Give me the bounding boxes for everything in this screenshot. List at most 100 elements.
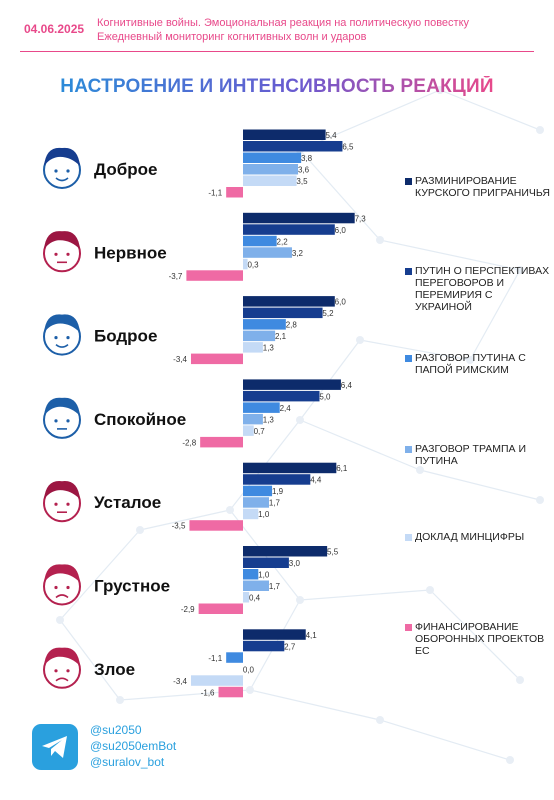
category-group: Нервное 7,3 6,0 2,23,2 0,3 -3,7 [43,212,367,281]
data-label: 6,4 [341,381,353,390]
data-label: 6,5 [342,143,354,152]
data-label: 2,4 [280,404,292,413]
data-label: 1,0 [258,510,270,519]
telegram-handles: @su2050 @su2050emBot @suralov_bot [90,722,176,770]
data-label: 5,5 [327,548,339,557]
bar [243,462,337,474]
bar [243,342,263,353]
data-label: 5,4 [325,131,337,140]
bar [243,557,289,568]
category-label: Грустное [94,577,170,596]
legend-label: ДОКЛАД МИНЦИФРЫ [415,531,525,543]
nervous-face-icon [43,231,81,273]
data-label: 2,8 [286,321,298,330]
category-group: Доброе 5,4 6,5 3,8 3,6 3,5 -1,1 [43,129,354,198]
data-label: 6,0 [335,226,347,235]
subtitle-line-2: Ежедневный мониторинг когнитивных волн и… [97,31,367,43]
bar [200,436,243,448]
bar [243,330,276,342]
data-label: 3,6 [298,166,310,175]
legend-swatch [405,534,412,541]
chart-title-text: НАСТРОЕНИЕ И ИНТЕНСИВНОСТЬ РЕАКЦИЙ [60,76,494,97]
bar [243,212,355,224]
bar [243,569,259,580]
data-label: 1,7 [269,582,281,591]
data-label: 6,0 [335,298,347,307]
bar [243,413,263,425]
data-label: 2,7 [284,642,296,651]
legend-item: ФИНАНСИРОВАНИЕ ОБОРОННЫХ ПРОЕКТОВ ЕС [405,621,550,657]
legend-label: РАЗГОВОР ТРАМПА И ПУТИНА [415,443,527,467]
data-label: 1,3 [263,344,275,353]
legend-item: ПУТИН О ПЕРСПЕКТИВАХ ПЕРЕГОВОРОВ И ПЕРЕМ… [405,265,550,313]
bar [243,546,328,557]
subtitle-line-1: Когнитивные войны. Эмоциональная реакция… [97,17,470,29]
angry-face-icon [43,647,81,689]
category-label: Спокойное [94,410,186,429]
bar [243,235,277,247]
header-divider [20,51,534,52]
bar [190,353,243,365]
category-label: Бодрое [94,327,157,346]
bar [243,629,306,640]
data-label: 2,1 [275,332,287,341]
legend-swatch [405,624,412,631]
category-group: Усталое 6,1 4,4 1,9 1,7 1,0 -3,5 [43,462,348,531]
category-group: Спокойное 6,4 5,0 2,4 1,3 0,7 -2,8 [43,379,353,448]
data-label: 1,0 [258,571,270,580]
report-date: 04.06.2025 [24,22,85,36]
handle-link[interactable]: @su2050emBot [90,739,177,753]
data-label: 3,8 [301,154,313,163]
data-label: -1,6 [201,688,215,697]
bar [243,247,292,258]
bar [226,187,243,198]
bar [189,520,243,531]
data-label: 1,7 [269,499,281,508]
data-label: -1,1 [208,189,222,198]
data-label: 7,3 [355,214,367,223]
data-label: -3,5 [172,522,186,531]
category-group: Грустное 5,5 3,0 1,0 1,7 0,4 -2,9 [43,546,339,614]
bar [243,307,323,319]
legend-item: РАЗГОВОР ТРАМПА И ПУТИНА [405,443,550,467]
legend-label: ПУТИН О ПЕРСПЕКТИВАХ ПЕРЕГОВОРОВ И ПЕРЕМ… [415,265,550,313]
bar [243,402,280,413]
bar [243,129,326,140]
data-label: 3,2 [292,249,304,258]
bar [243,497,270,508]
bar [243,592,250,603]
bar [243,485,273,497]
legend-item: ДОКЛАД МИНЦИФРЫ [405,531,550,543]
bar [243,425,254,436]
data-label: 6,1 [336,464,348,473]
category-group: Бодрое 6,05,2 2,8 2,11,3 -3,4 [43,296,347,365]
bar [243,640,285,652]
category-label: Доброе [94,160,157,179]
legend-label: ФИНАНСИРОВАНИЕ ОБОРОННЫХ ПРОЕКТОВ ЕС [415,621,545,657]
bar [243,258,248,270]
bar [243,379,341,390]
bar [243,141,343,152]
smiling-face-icon [43,147,81,189]
data-label: 5,0 [319,392,331,401]
category-label: Усталое [94,493,161,512]
calm-face-icon [43,397,81,439]
data-label: 1,9 [272,487,284,496]
bar [190,675,243,686]
legend-swatch [405,268,412,275]
bar [198,603,243,614]
data-label: 4,1 [306,631,318,640]
bar [243,580,270,591]
bar [218,686,243,698]
legend-label: РАЗГОВОР ПУТИНА С ПАПОЙ РИМСКИМ [415,352,526,376]
data-label: -2,8 [182,438,196,447]
handle-link[interactable]: @su2050 [90,723,142,737]
cheerful-face-icon [43,314,81,356]
category-label: Злое [94,660,135,679]
data-label: 3,0 [289,559,301,568]
data-label: 1,3 [263,415,275,424]
handle-link[interactable]: @suralov_bot [90,755,165,769]
header: 04.06.2025 Когнитивные войны. Эмоциональ… [0,0,554,58]
data-label: 0,7 [254,427,266,436]
